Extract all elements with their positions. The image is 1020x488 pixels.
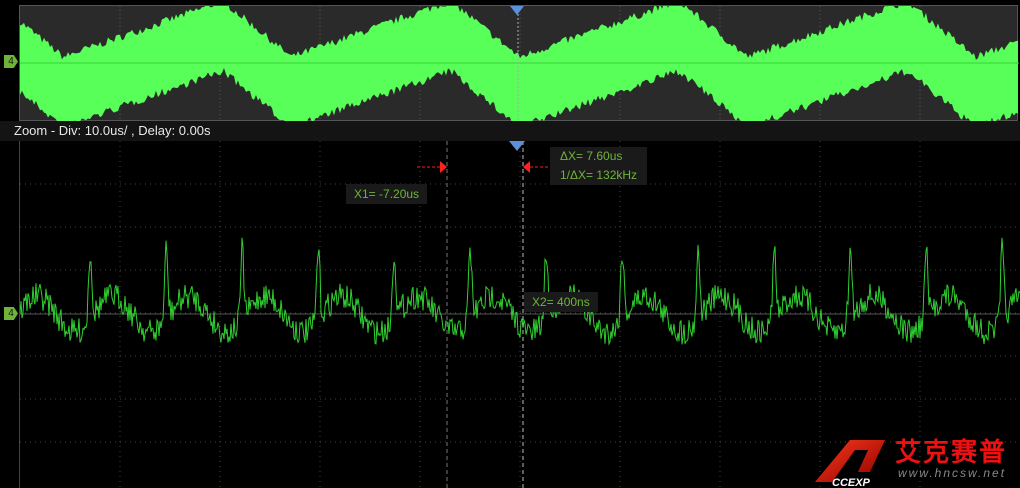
cursor-x2-arrow-icon (523, 161, 530, 173)
cursor-delta-box: ΔX= 7.60us 1/ΔX= 132kHz (550, 147, 648, 185)
cursor-x1-arrow-icon (440, 161, 447, 173)
channel-4-waveform (20, 237, 1020, 346)
zoom-waveform (20, 141, 1020, 488)
cursor-x1-label: X1= -7.20us (346, 184, 428, 204)
trigger-position-marker[interactable] (509, 141, 525, 151)
delta-x-value: ΔX= 7.60us (560, 149, 623, 163)
watermark-logo: CCEXP 艾克赛普 www.hncsw.net (810, 432, 1020, 488)
overview-signal-envelope (20, 6, 1018, 122)
accexp-logo-icon: CCEXP (815, 440, 885, 488)
cursor-x2-label: X2= 400ns (524, 292, 598, 312)
overview-waveform (20, 6, 1019, 122)
logo-brand-text: CCEXP (832, 477, 871, 488)
channel-4-offset-marker-overview[interactable]: 4 (4, 55, 18, 68)
zoom-info-text: Zoom - Div: 10.0us/ , Delay: 0.00s (14, 123, 211, 138)
zoom-waveform-panel[interactable] (19, 141, 1020, 488)
trigger-position-marker-overview[interactable] (510, 6, 524, 15)
inverse-delta-x-value: 1/ΔX= 132kHz (560, 168, 638, 182)
watermark-url: www.hncsw.net (898, 466, 1007, 480)
watermark-brand-cn: 艾克赛普 (895, 437, 1008, 467)
channel-4-offset-marker[interactable]: 4 (4, 307, 18, 320)
zoom-info-bar: Zoom - Div: 10.0us/ , Delay: 0.00s (0, 121, 1020, 141)
overview-waveform-panel[interactable] (19, 5, 1019, 122)
